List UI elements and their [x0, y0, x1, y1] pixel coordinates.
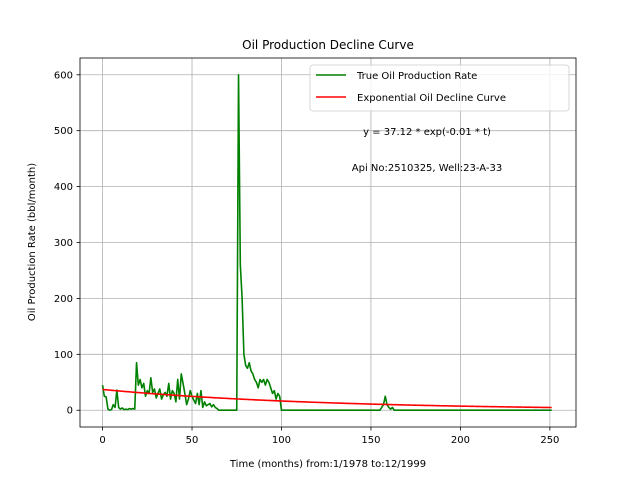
grid-lines: [80, 58, 576, 427]
y-axis-label: Oil Production Rate (bbl/month): [27, 163, 38, 321]
y-tick-label: 500: [54, 126, 73, 137]
x-tick-label: 200: [451, 435, 470, 446]
y-tick-label: 600: [54, 70, 73, 81]
plot-area: [101, 73, 552, 412]
equation-annotation: y = 37.12 * exp(-0.01 * t): [363, 127, 491, 138]
y-tick-label: 0: [67, 406, 73, 417]
y-tick-label: 100: [54, 350, 73, 361]
x-tick-label: 0: [99, 435, 105, 446]
axis-ticks: 0 50 100 150 200 250 0 100 200 300 400 500 600: [54, 70, 560, 446]
exponential-decline-curve-line: [102, 388, 552, 409]
x-tick-label: 250: [540, 435, 559, 446]
chart-title: Oil Production Decline Curve: [242, 38, 414, 52]
y-tick-label: 200: [54, 294, 73, 305]
true-production-rate-line: [101, 73, 552, 412]
legend-label-true-rate: True Oil Production Rate: [356, 71, 477, 82]
legend: True Oil Production Rate Exponential Oil…: [309, 64, 570, 112]
y-tick-label: 400: [54, 182, 73, 193]
x-tick-label: 100: [272, 435, 291, 446]
well-annotation: Api No:2510325, Well:23-A-33: [352, 163, 502, 174]
y-tick-label: 300: [54, 238, 73, 249]
x-tick-label: 50: [186, 435, 199, 446]
legend-label-decline-curve: Exponential Oil Decline Curve: [357, 93, 506, 104]
legend-box: [309, 64, 570, 112]
x-axis-label: Time (months) from:1/1978 to:12/1999: [229, 459, 426, 470]
x-tick-label: 150: [361, 435, 380, 446]
